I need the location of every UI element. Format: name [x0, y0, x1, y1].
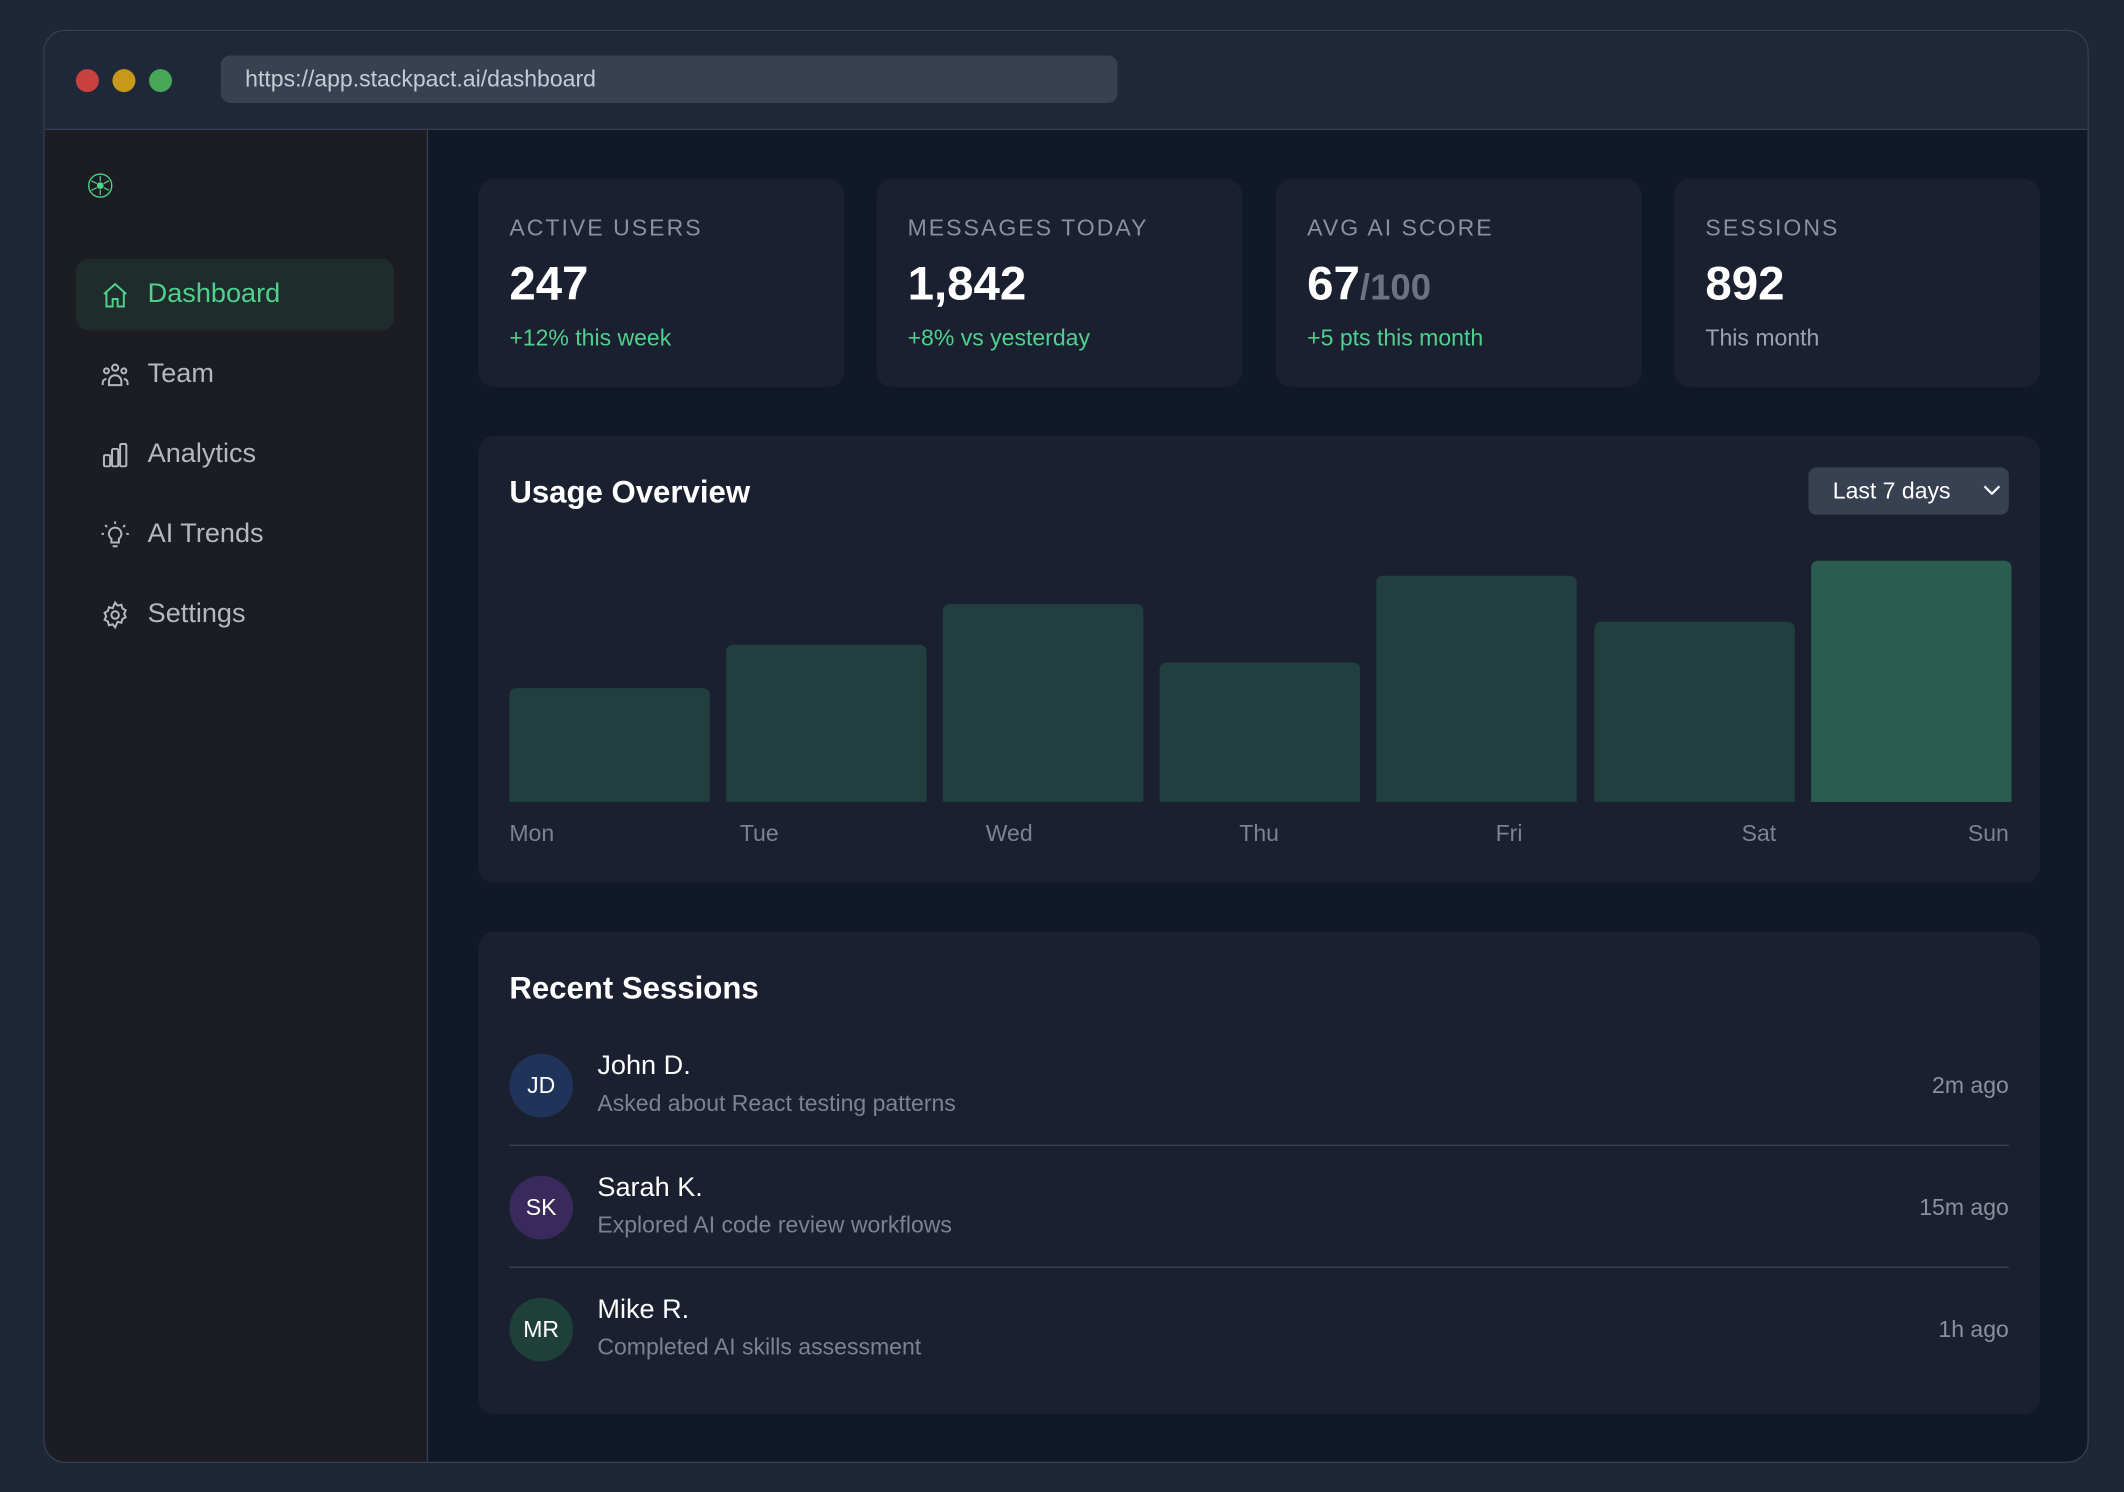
x-tick-label: Mon	[509, 820, 555, 847]
lightbulb-icon	[101, 520, 129, 547]
sidebar-item-ai-trends[interactable]: AI Trends	[76, 498, 394, 570]
stat-value: 67/100	[1307, 257, 1432, 311]
bar-sun	[1810, 560, 2012, 802]
stat-change: +5 pts this month	[1307, 325, 1484, 351]
stat-label: ACTIVE USERS	[509, 215, 703, 242]
sidebar-item-dashboard[interactable]: Dashboard	[75, 258, 395, 331]
session-user-name: Sarah K.	[597, 1173, 703, 1203]
stat-card-active-users: ACTIVE USERS 247 +12% this week	[478, 178, 844, 388]
chevron-down-icon	[1983, 485, 2001, 496]
recent-sessions-card: Recent Sessions JD John D. Asked about R…	[478, 931, 2041, 1415]
bar-fri	[1376, 575, 1578, 802]
session-user-name: John D.	[597, 1051, 691, 1081]
x-tick-label: Wed	[985, 820, 1033, 847]
stat-change: +12% this week	[509, 325, 672, 351]
row-divider	[509, 1144, 2009, 1146]
logo-icon	[88, 173, 113, 198]
users-icon	[101, 362, 129, 386]
session-description: Completed AI skills assessment	[597, 1334, 922, 1361]
stat-value: 1,842	[907, 257, 1027, 311]
avatar: SK	[509, 1175, 573, 1240]
date-range-select[interactable]: Last 7 days	[1808, 467, 2009, 515]
session-time: 15m ago	[1919, 1194, 2009, 1221]
sidebar-item-label: Settings	[147, 598, 246, 629]
bar-mon	[509, 688, 710, 802]
stat-suffix: /100	[1359, 266, 1432, 308]
date-range-value: Last 7 days	[1832, 478, 1951, 504]
session-user-name: Mike R.	[597, 1294, 690, 1325]
x-tick-label: Sat	[1741, 820, 1777, 847]
usage-overview-card: Usage Overview Last 7 days Mon Tue Wed Thu F…	[478, 436, 2041, 884]
recent-sessions-title: Recent Sessions	[509, 969, 759, 1006]
address-bar[interactable]: https://app.stackpact.ai/dashboard	[220, 55, 1118, 103]
session-description: Asked about React testing patterns	[597, 1090, 956, 1117]
close-window-button[interactable]	[75, 69, 99, 93]
bar-thu	[1159, 662, 1361, 802]
home-icon	[103, 282, 127, 307]
sidebar-item-label: Analytics	[147, 438, 257, 469]
sidebar: Dashboard Team Analytics AI Trends Setti…	[44, 130, 429, 1462]
avatar: JD	[509, 1053, 573, 1118]
bar-sat	[1593, 621, 1795, 802]
sidebar-item-settings[interactable]: Settings	[76, 578, 394, 650]
stat-card-sessions: SESSIONS 892 This month	[1674, 178, 2041, 388]
avatar: MR	[509, 1297, 573, 1362]
sidebar-item-analytics[interactable]: Analytics	[76, 419, 394, 491]
session-time: 1h ago	[1938, 1316, 2009, 1343]
x-tick-label: Tue	[739, 820, 779, 847]
x-tick-label: Fri	[1495, 820, 1523, 847]
sidebar-item-team[interactable]: Team	[76, 339, 394, 411]
browser-window: https://app.stackpact.ai/dashboard Dashb…	[43, 29, 2089, 1463]
bar-wed	[943, 604, 1144, 802]
stat-card-messages-today: MESSAGES TODAY 1,842 +8% vs yesterday	[876, 178, 1243, 388]
session-row[interactable]: SK Sarah K. Explored AI code review work…	[509, 1146, 2009, 1268]
session-row[interactable]: MR Mike R. Completed AI skills assessmen…	[509, 1268, 2009, 1390]
stat-change: This month	[1705, 325, 1820, 351]
session-description: Explored AI code review workflows	[597, 1212, 952, 1239]
gear-icon	[103, 599, 127, 629]
bar-chart-icon	[102, 442, 128, 467]
stat-label: AVG AI SCORE	[1307, 215, 1494, 242]
stat-card-avg-ai-score: AVG AI SCORE 67/100 +5 pts this month	[1276, 178, 1642, 388]
stat-label: MESSAGES TODAY	[907, 215, 1149, 242]
sidebar-item-label: Dashboard	[147, 279, 281, 309]
session-row[interactable]: JD John D. Asked about React testing pat…	[509, 1024, 2009, 1146]
session-time: 2m ago	[1932, 1072, 2009, 1099]
stat-change: +8% vs yesterday	[907, 325, 1090, 351]
stat-value: 247	[509, 257, 589, 311]
sidebar-item-label: Team	[147, 358, 214, 389]
row-divider	[509, 1266, 2009, 1268]
usage-title: Usage Overview	[509, 474, 751, 510]
minimize-window-button[interactable]	[112, 69, 136, 93]
x-tick-label: Sun	[1967, 820, 2009, 847]
bar-tue	[726, 645, 927, 802]
stat-value: 892	[1705, 257, 1785, 311]
maximize-window-button[interactable]	[149, 69, 173, 93]
browser-titlebar: https://app.stackpact.ai/dashboard	[44, 31, 2088, 131]
x-tick-label: Thu	[1239, 820, 1279, 847]
stat-label: SESSIONS	[1705, 215, 1840, 242]
sidebar-item-label: AI Trends	[147, 518, 264, 549]
